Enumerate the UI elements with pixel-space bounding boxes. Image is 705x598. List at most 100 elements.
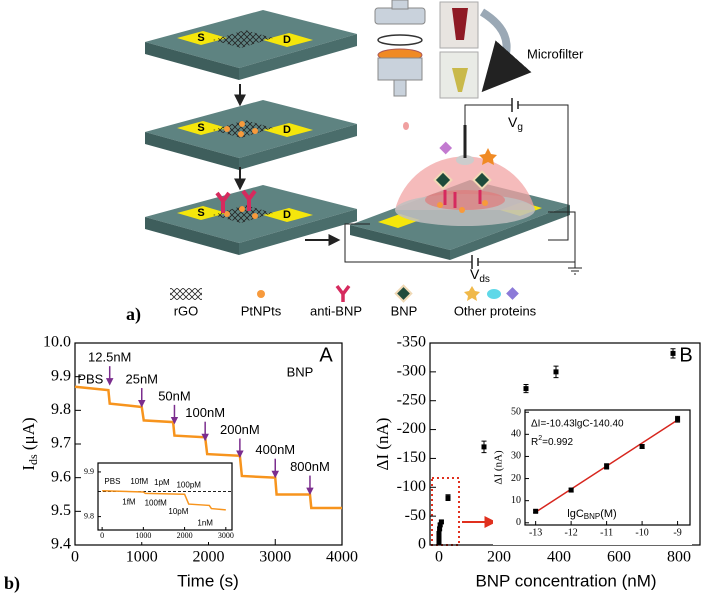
annotation: 10pM: [168, 507, 188, 516]
annotation: 12.5nM: [88, 350, 131, 365]
annotation: 1pM: [154, 478, 170, 487]
annotation: 200nM: [220, 422, 260, 437]
y-tick-label: -50: [405, 507, 426, 524]
x-tick-label: 1000: [126, 548, 158, 565]
x-tick-label: -10: [635, 527, 648, 538]
data-point: [438, 519, 444, 525]
y-tick-label: 9.5: [51, 502, 71, 519]
y-tick-label: 9.9: [51, 367, 71, 384]
data-point: [437, 522, 443, 528]
y-tick-label: 9.7: [51, 435, 71, 452]
data-point: [533, 508, 539, 514]
annotation: 50nM: [158, 388, 191, 403]
panel-label: a): [126, 304, 141, 325]
data-point: [639, 443, 645, 449]
r-squared: R2=0.992: [531, 435, 573, 448]
data-point: [568, 487, 574, 493]
x-axis-label-main: lgC: [567, 508, 584, 520]
device: Vg Vds: [344, 98, 582, 285]
y-axis-label: Ids (μA): [19, 417, 40, 470]
y-tick-label: -150: [397, 449, 426, 466]
y-tick-label: 9.8: [51, 401, 71, 418]
y-tick-label: -350: [397, 334, 426, 351]
drain-voltage: Vds: [470, 266, 490, 285]
y-tick-label: 50: [511, 407, 521, 418]
y-tick-label: -300: [397, 363, 426, 380]
gate-voltage-sub: g: [517, 122, 523, 133]
x-tick-label: 600: [607, 548, 631, 565]
data-point: [670, 350, 676, 356]
y-axis-label-main: I: [19, 465, 38, 471]
y-tick-label: 20: [511, 473, 521, 484]
data-point: [604, 463, 610, 469]
slab-2: S D: [145, 100, 357, 170]
y-tick-label: 10: [511, 495, 521, 506]
y-tick-label: 9.4: [51, 536, 71, 553]
chart: 0 200 400 600 800-350-300-250-200-150-100-50…: [397, 334, 701, 565]
r-squared-main: R: [531, 437, 538, 448]
x-axis-label: Time (s): [177, 571, 239, 590]
pad: [263, 33, 313, 47]
chart: -13 -12 -11 -10 -9 0 10 20 30 40 50: [493, 407, 692, 545]
plot-frame: [97, 462, 233, 531]
data-point: [436, 539, 442, 545]
source-label: S: [197, 122, 204, 134]
drain-voltage-main: V: [470, 266, 480, 282]
y-axis-label: ΔI (nA): [373, 418, 392, 471]
y-tick-label: 10.0: [43, 334, 71, 351]
legend-icon: [170, 288, 202, 300]
x-tick-label: 0: [100, 531, 104, 540]
y-tick-label: 40: [511, 429, 521, 440]
drain-label: D: [283, 209, 291, 221]
annotation: 10fM: [130, 477, 148, 486]
legend-icon: [335, 284, 351, 302]
annotation: 25nM: [125, 371, 158, 386]
annotation: PBS: [77, 371, 103, 386]
annotation: 100fM: [145, 498, 168, 507]
data-point: [445, 495, 451, 501]
panel-title: A: [319, 344, 333, 366]
zoom-box: [431, 477, 460, 546]
legend-label: anti-BNP: [310, 303, 362, 318]
legend-label: BNP: [391, 303, 418, 318]
annotation: PBS: [104, 477, 120, 486]
x-tick-label: -9: [673, 527, 681, 538]
legend-icon: [394, 284, 413, 303]
legend-icon: [257, 290, 265, 298]
x-tick-label: 4000: [326, 548, 358, 565]
annotation: 800nM: [290, 459, 330, 474]
legend-label: PtNPts: [241, 303, 282, 318]
data-point: [675, 416, 681, 422]
r-squared-rest: =0.992: [542, 437, 573, 448]
y-tick-label: 9.9: [84, 467, 94, 476]
drain-label: D: [283, 34, 291, 46]
chart: 0 1000 2000 3000 9.8 9.9 PBS 10fM 1pM 100pM 1fM 100…: [83, 461, 234, 542]
y-tick-label: 9.8: [84, 511, 94, 520]
plot-frame: [524, 409, 691, 526]
data-line: [102, 489, 226, 511]
x-tick-label: -13: [529, 527, 542, 538]
annotation: 1nM: [197, 518, 213, 527]
y-tick-label: 0: [516, 517, 521, 528]
drain-label: D: [283, 124, 291, 136]
y-tick-label: -100: [397, 478, 426, 495]
data-point: [481, 444, 487, 450]
x-tick-label: 800: [667, 548, 691, 565]
annotation: BNP: [287, 365, 314, 380]
panel-title: B: [679, 344, 692, 366]
y-axis-label-unit: (μA): [19, 417, 38, 454]
gate-voltage: Vg: [508, 114, 523, 133]
x-tick-label: 0: [71, 548, 79, 565]
y-tick-label: -200: [397, 420, 426, 437]
legend-label: rGO: [174, 303, 199, 318]
x-tick-label: -11: [600, 527, 613, 538]
x-axis-label: lgCBNP(M): [567, 508, 616, 521]
x-tick-label: 1000: [135, 531, 151, 540]
pad: [177, 31, 227, 45]
drain-voltage-sub: ds: [479, 274, 490, 285]
legend: rGO PtNPts anti-BNP BNP Other proteins: [170, 284, 537, 318]
slab-1: S D: [145, 10, 357, 80]
data-line: [74, 385, 342, 510]
x-tick-label: -12: [564, 527, 577, 538]
microfilter: Microfilter: [374, 0, 584, 130]
